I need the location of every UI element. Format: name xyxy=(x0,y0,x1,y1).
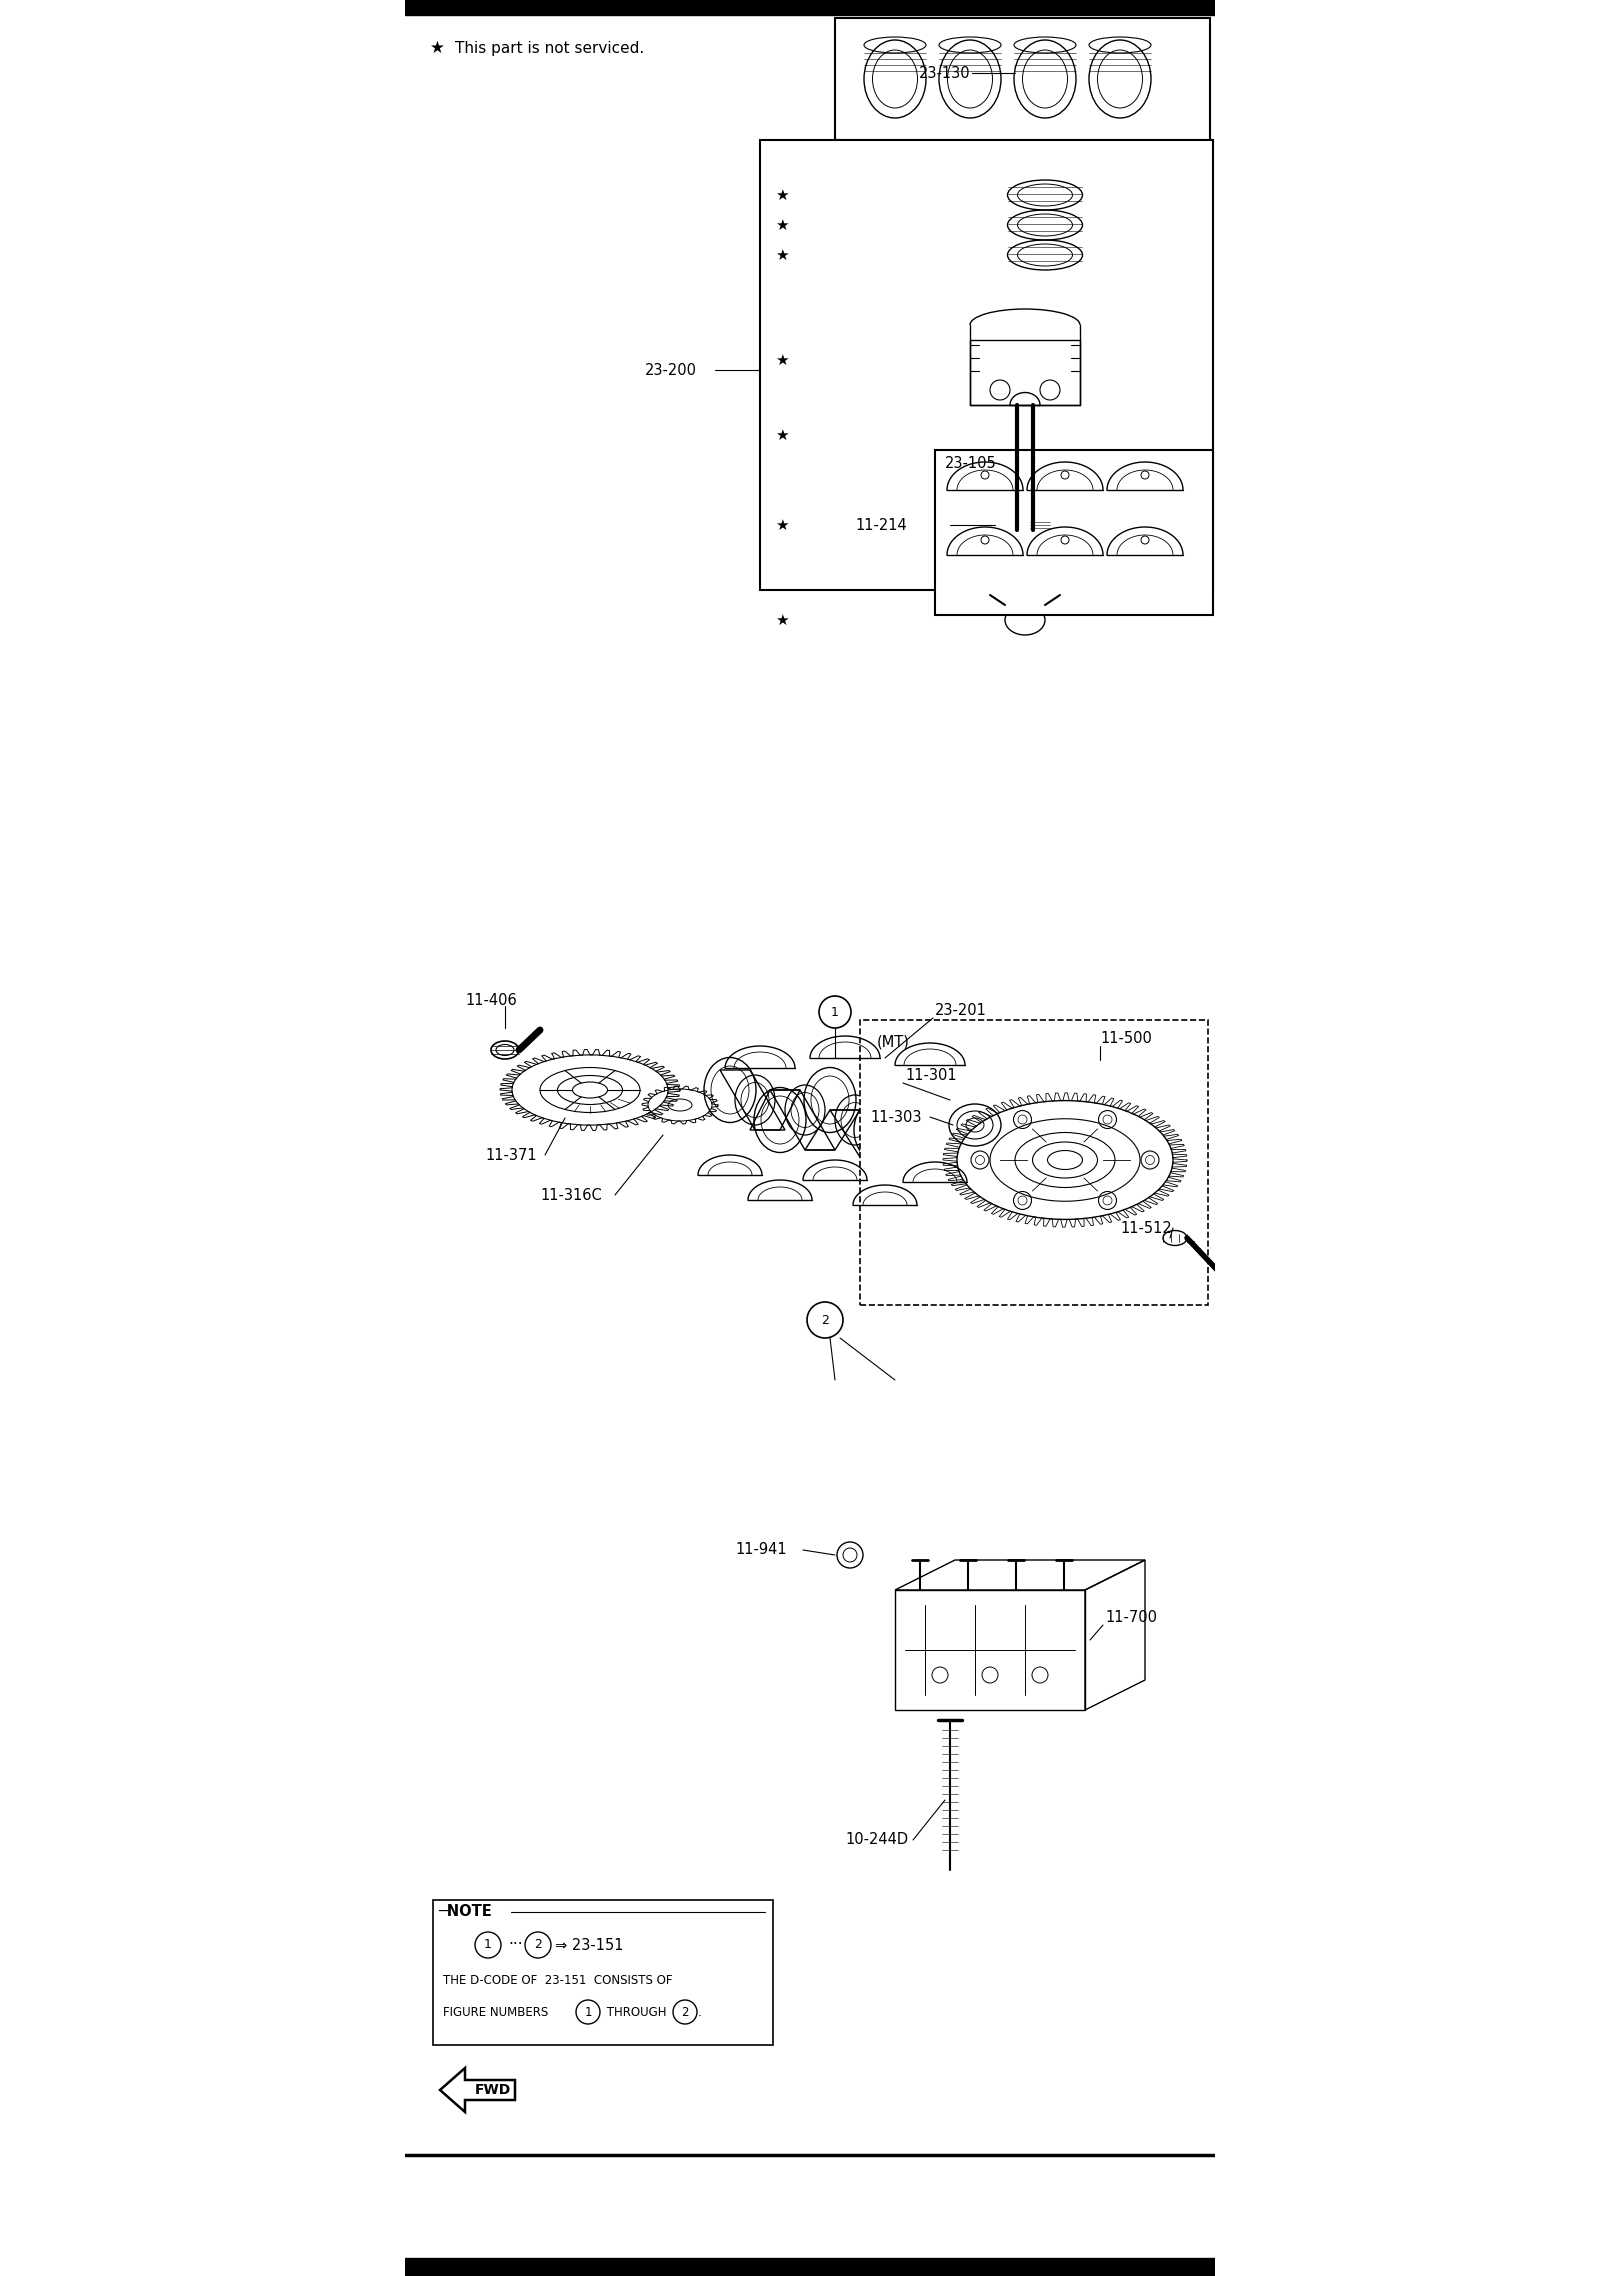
Circle shape xyxy=(967,1086,975,1095)
Text: THROUGH: THROUGH xyxy=(603,2005,671,2019)
Text: 11-700: 11-700 xyxy=(1105,1611,1157,1625)
Text: ★: ★ xyxy=(774,517,789,533)
Text: 11-371: 11-371 xyxy=(484,1147,536,1163)
Text: 11-316C: 11-316C xyxy=(539,1188,601,1202)
Text: 1: 1 xyxy=(484,1939,492,1951)
Text: ★: ★ xyxy=(774,248,789,262)
Text: 23-105: 23-105 xyxy=(944,455,996,471)
Text: 2: 2 xyxy=(682,2005,688,2019)
Bar xyxy=(894,1591,1085,1709)
Text: 11-941: 11-941 xyxy=(735,1543,787,1557)
Text: ★: ★ xyxy=(774,353,789,366)
Text: 2: 2 xyxy=(535,1939,543,1951)
Text: 11-214: 11-214 xyxy=(855,517,907,533)
Text: 11-512: 11-512 xyxy=(1119,1220,1171,1236)
Text: 23-130: 23-130 xyxy=(919,66,970,80)
Circle shape xyxy=(944,1086,953,1095)
Text: This part is not serviced.: This part is not serviced. xyxy=(455,41,645,55)
Text: 10-244D: 10-244D xyxy=(846,1832,909,1848)
Bar xyxy=(970,339,1081,405)
Bar xyxy=(405,2258,1215,2276)
Text: ★: ★ xyxy=(774,612,789,628)
Text: ★: ★ xyxy=(429,39,446,57)
Circle shape xyxy=(944,1106,953,1113)
Text: ─NOTE: ─NOTE xyxy=(437,1905,492,1919)
Circle shape xyxy=(978,1097,987,1104)
Text: 23-201: 23-201 xyxy=(935,1001,987,1017)
Bar xyxy=(834,18,1210,141)
Text: .: . xyxy=(698,2005,701,2019)
Bar xyxy=(405,0,1215,16)
Text: 1: 1 xyxy=(585,2005,591,2019)
Bar xyxy=(935,451,1213,615)
Text: (MT): (MT) xyxy=(876,1036,910,1049)
Text: ★: ★ xyxy=(774,428,789,442)
Text: 11-406: 11-406 xyxy=(465,992,517,1008)
Text: 11-301: 11-301 xyxy=(906,1067,957,1083)
Circle shape xyxy=(967,1106,975,1113)
Text: THE D-CODE OF  23-151  CONSISTS OF: THE D-CODE OF 23-151 CONSISTS OF xyxy=(442,1973,672,1987)
Text: 2: 2 xyxy=(821,1313,829,1327)
Text: FWD: FWD xyxy=(475,2083,512,2096)
Text: 23-200: 23-200 xyxy=(645,362,697,378)
Bar xyxy=(998,546,1051,574)
Text: 11-500: 11-500 xyxy=(1100,1031,1152,1045)
Text: ⇒ 23-151: ⇒ 23-151 xyxy=(556,1937,624,1953)
Text: 11-303: 11-303 xyxy=(870,1108,922,1124)
Text: ★: ★ xyxy=(774,187,789,203)
Text: ★: ★ xyxy=(774,218,789,232)
Text: 1: 1 xyxy=(831,1006,839,1017)
Text: FIGURE NUMBERS: FIGURE NUMBERS xyxy=(442,2005,552,2019)
Text: ···: ··· xyxy=(509,1937,523,1953)
Bar xyxy=(760,141,1213,589)
Circle shape xyxy=(935,1097,941,1104)
Bar xyxy=(860,1020,1209,1304)
Bar xyxy=(433,1900,773,2046)
